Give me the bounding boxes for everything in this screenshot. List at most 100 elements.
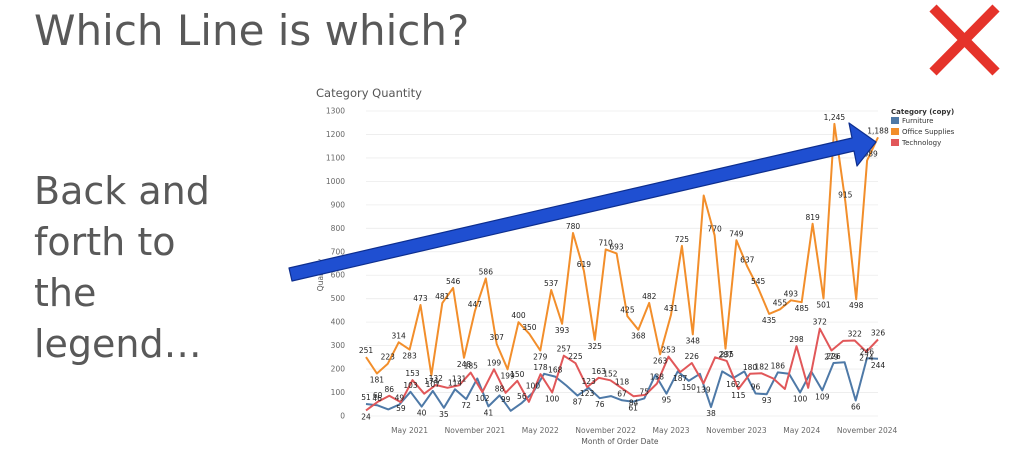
data-label: 393 [555, 326, 570, 335]
data-label: 322 [848, 329, 863, 338]
data-label: 181 [370, 376, 385, 385]
data-label: 770 [707, 224, 722, 233]
x-axis-title: Month of Order Date [581, 437, 659, 446]
data-label: 162 [726, 380, 741, 389]
legend-swatch-furniture [891, 117, 899, 124]
legend-label-office-supplies: Office Supplies [902, 128, 955, 136]
legend-item-technology[interactable]: Technology [891, 139, 941, 147]
data-label: 1,188 [867, 126, 889, 135]
data-label: 1,245 [824, 113, 846, 122]
data-label: 87 [573, 398, 583, 407]
data-label: 178 [533, 363, 548, 372]
data-label: 619 [577, 260, 592, 269]
data-label: 819 [805, 213, 820, 222]
data-label: 501 [816, 300, 831, 309]
data-label: 279 [533, 353, 548, 362]
legend-swatch-office-supplies [891, 128, 899, 135]
body-line-1: Back and [34, 169, 210, 213]
y-tick-label: 1200 [326, 130, 345, 139]
data-label: 152 [603, 369, 618, 378]
data-label: 99 [501, 395, 511, 404]
data-label: 287 [718, 351, 733, 360]
data-label: 150 [682, 383, 697, 392]
data-label: 187 [673, 374, 688, 383]
legend-item-office-supplies[interactable]: Office Supplies [891, 128, 955, 136]
y-tick-label: 900 [331, 200, 346, 209]
data-label: 123 [580, 389, 595, 398]
body-line-3: the [34, 271, 97, 315]
data-label: 168 [548, 366, 563, 375]
data-label: 915 [838, 190, 853, 199]
legend-item-furniture[interactable]: Furniture [891, 117, 933, 125]
data-label: 251 [359, 346, 374, 355]
data-label: 95 [662, 396, 672, 405]
data-label: 248 [457, 360, 472, 369]
data-label: 435 [762, 316, 777, 325]
data-label: 263 [653, 356, 668, 365]
data-label: 118 [615, 377, 630, 386]
data-label: 350 [522, 323, 537, 332]
data-label: 76 [595, 400, 605, 409]
x-tick-label: November 2021 [445, 426, 506, 435]
data-label: 100 [793, 395, 808, 404]
data-label: 537 [544, 279, 559, 288]
data-label: 749 [729, 229, 744, 238]
x-tick-label: May 2021 [391, 426, 428, 435]
data-label: 226 [685, 352, 700, 361]
data-label: 693 [609, 242, 624, 251]
data-label: 637 [740, 256, 755, 265]
data-label: 283 [402, 352, 417, 361]
data-labels: 51 46 491034010735114724188561001688712376… [359, 113, 889, 421]
trend-arrow [288, 122, 877, 282]
x-tick-label: November 2023 [706, 426, 767, 435]
y-tick-label: 100 [331, 388, 346, 397]
x-tick-label: May 2023 [653, 426, 690, 435]
data-label: 61 [628, 404, 638, 413]
data-label: 186 [771, 361, 786, 370]
series-line-furniture [365, 357, 879, 412]
data-label: 545 [751, 277, 766, 286]
x-axis-ticks: May 2021 November 2021 May 2022 November 20… [391, 426, 897, 435]
data-label: 226 [826, 352, 841, 361]
data-label: 307 [490, 333, 505, 342]
slide-title: Which Line is which? [34, 6, 470, 55]
data-label: 325 [588, 342, 603, 351]
data-label: 86 [384, 385, 394, 394]
y-tick-label: 800 [331, 224, 346, 233]
data-label: 244 [871, 361, 886, 370]
y-tick-label: 600 [331, 271, 346, 280]
data-label: 103 [403, 381, 418, 390]
data-label: 368 [631, 332, 646, 341]
data-label: 246 [860, 347, 875, 356]
body-line-4: legend… [34, 322, 202, 366]
data-label: 400 [511, 311, 526, 320]
x-tick-label: November 2022 [575, 426, 636, 435]
data-label: 109 [815, 392, 830, 401]
data-label: 225 [568, 352, 583, 361]
data-label: 780 [566, 222, 581, 231]
data-label: 455 [773, 298, 788, 307]
data-label: 153 [405, 369, 420, 378]
data-label: 199 [487, 358, 502, 367]
legend: Category (copy) Furniture Office Supplie… [891, 108, 955, 147]
y-tick-label: 1000 [326, 177, 345, 186]
data-label: 132 [429, 374, 444, 383]
data-label: 447 [468, 300, 483, 309]
data-label: 24 [361, 412, 371, 421]
data-label: 223 [381, 353, 396, 362]
data-label: 710 [598, 238, 613, 247]
data-label: 138 [650, 373, 665, 382]
data-label: 123 [581, 377, 596, 386]
y-tick-label: 0 [340, 412, 345, 421]
data-label: 182 [754, 362, 769, 371]
legend-label-furniture: Furniture [902, 117, 933, 125]
y-tick-label: 1300 [326, 107, 345, 116]
data-label: 60 [373, 391, 383, 400]
data-label: 348 [686, 336, 701, 345]
data-label: 40 [417, 409, 427, 418]
data-label: 163 [592, 367, 607, 376]
data-label: 96 [751, 382, 761, 391]
y-axis-ticks: 0 100 200 300 400 500 600 700 800 900 1000 1100 1200… [326, 107, 345, 421]
data-label: 498 [849, 301, 864, 310]
